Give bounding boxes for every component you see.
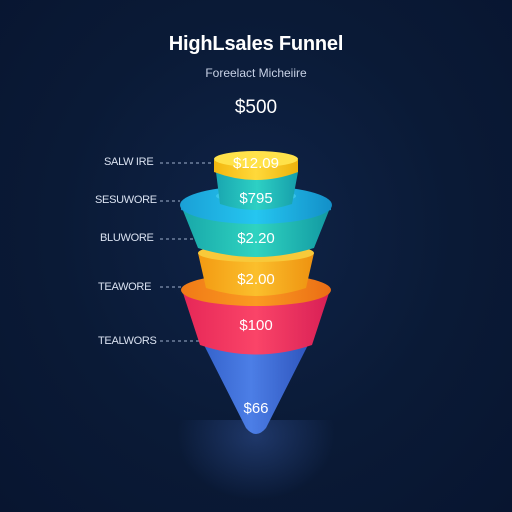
stage-label: SALW IRE	[104, 156, 154, 168]
stage-value: $2.20	[237, 230, 275, 247]
funnel-stage-6	[204, 345, 308, 434]
funnel-stage-5	[182, 290, 330, 355]
stage-label: SESUWORE	[95, 194, 157, 206]
stage-value: $2.00	[237, 271, 275, 288]
stage-label: TEALWORS	[98, 335, 157, 347]
funnel-stage-1-base	[216, 172, 298, 210]
chart-title: HighLsales Funnel	[168, 33, 344, 55]
stage-value: $12.09	[233, 155, 279, 172]
chart-subtitle: Foreelact Micheiire	[205, 66, 307, 80]
leader-lines	[160, 162, 212, 342]
stage-value: $795	[239, 190, 273, 207]
funnel-stage-1	[214, 151, 298, 180]
stage-label: TEAWORE	[98, 281, 152, 293]
stage-value: $66	[243, 400, 269, 417]
top-value: $500	[234, 97, 278, 118]
stage-label: BLUWORE	[100, 232, 154, 244]
stage-value: $100	[239, 317, 273, 334]
